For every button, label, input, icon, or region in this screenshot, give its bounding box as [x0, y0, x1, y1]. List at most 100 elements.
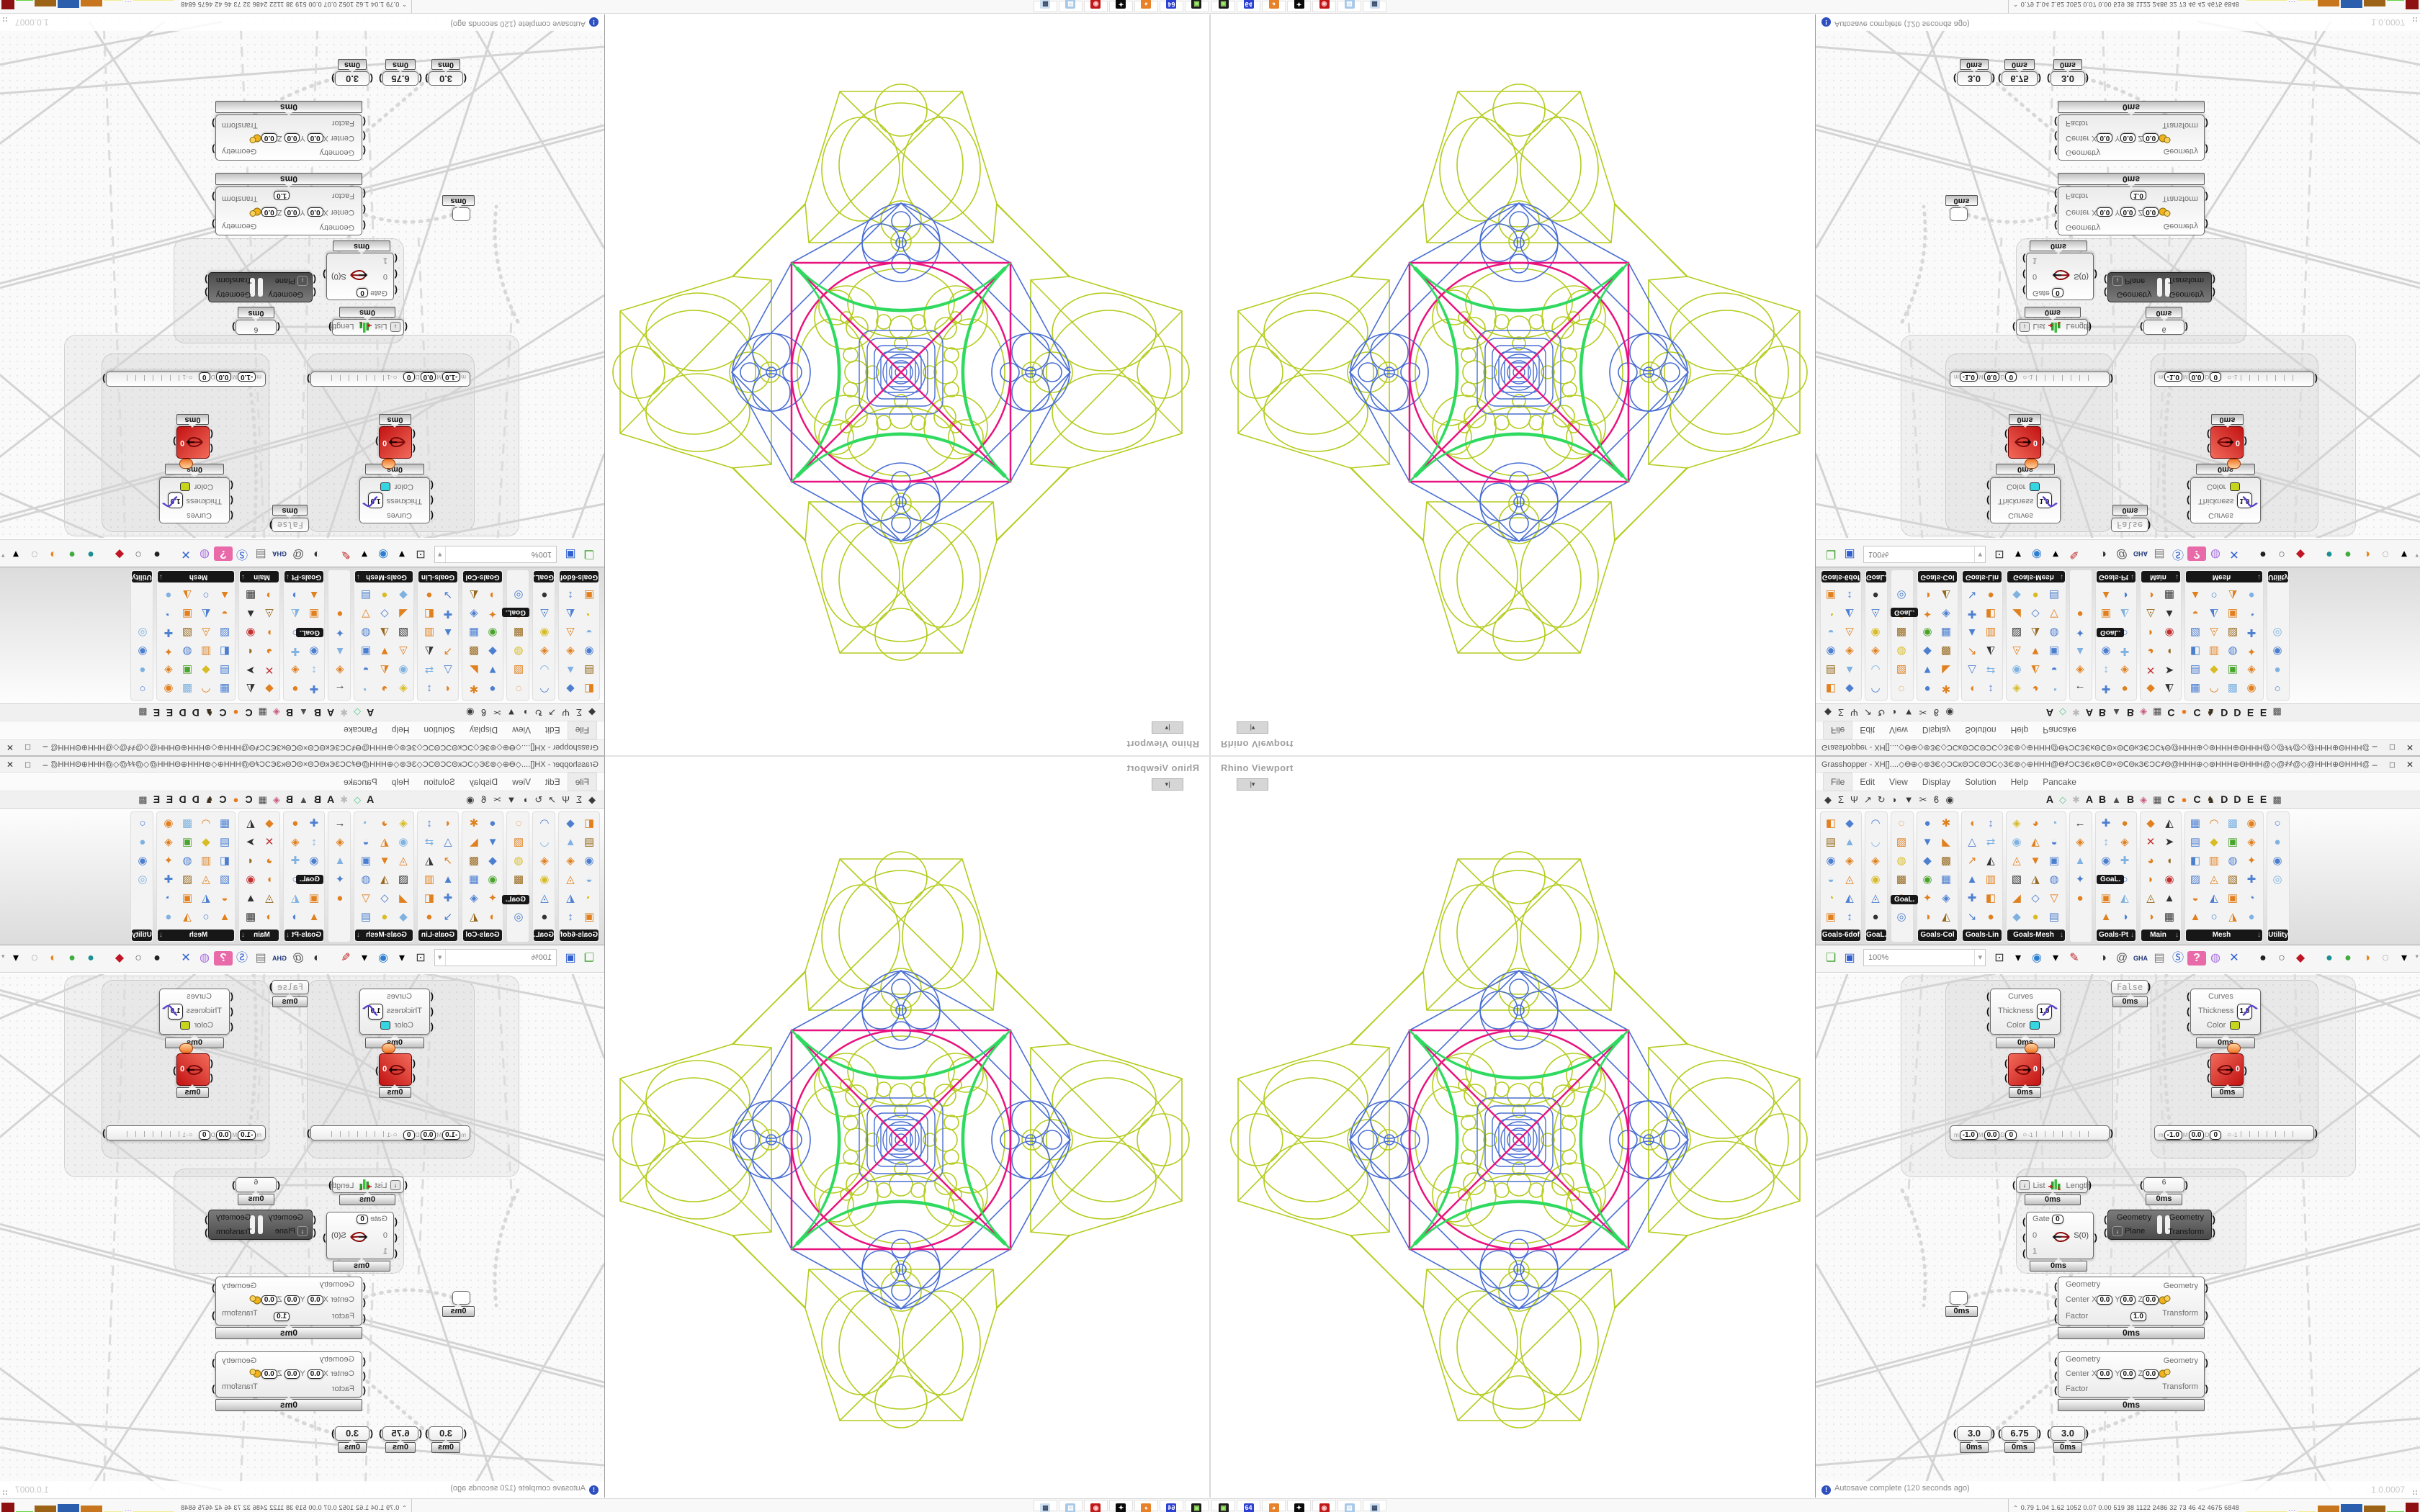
- palette-icon[interactable]: ◉: [2246, 683, 2257, 695]
- input-port[interactable]: (: [230, 991, 233, 1002]
- slider-min[interactable]: -1.0: [2164, 1130, 2182, 1140]
- palette-icon[interactable]: ◭: [2165, 683, 2174, 695]
- palette-icon[interactable]: ●: [541, 910, 548, 923]
- zoom-extents-icon[interactable]: ⊡: [1994, 952, 2004, 964]
- zoom-level-combo[interactable]: 100% ▾: [1863, 546, 1986, 563]
- palette-icon[interactable]: ◬: [2012, 645, 2021, 657]
- palette-icon[interactable]: ✚: [2120, 645, 2130, 657]
- input-port[interactable]: (: [1953, 1428, 1957, 1439]
- toolbar-overflow-icon[interactable]: ▾: [2415, 953, 2419, 960]
- download-icon[interactable]: ↓: [390, 322, 400, 333]
- palette-icon[interactable]: ◡: [1870, 664, 1881, 676]
- palette-icon[interactable]: ✱: [469, 683, 479, 695]
- custom-preview-node[interactable]: ( ( ( Curves Thickness1.0 Color: [159, 477, 233, 523]
- palette-icon[interactable]: ✦: [2246, 855, 2257, 867]
- palette-icon[interactable]: ◉: [246, 626, 256, 639]
- output-port[interactable]: ): [2184, 1179, 2188, 1190]
- preview-eye-icon[interactable]: ◉: [2032, 952, 2042, 964]
- palette-icon[interactable]: ◬: [1845, 873, 1854, 886]
- palette-icon[interactable]: ⇄: [424, 664, 434, 676]
- center-z[interactable]: 0.0: [261, 1369, 277, 1379]
- category-tab[interactable]: C: [219, 707, 227, 719]
- input-port[interactable]: (: [362, 220, 366, 231]
- maximize-button[interactable]: □: [2389, 760, 2396, 770]
- input-port[interactable]: (: [362, 204, 366, 215]
- palette-icon[interactable]: ◈: [2247, 664, 2256, 676]
- menu-edit[interactable]: Edit: [1860, 725, 1876, 735]
- maximize-button[interactable]: □: [24, 742, 31, 752]
- taskbar-notepad-icon[interactable]: ▤: [1059, 1500, 1083, 1512]
- palette-icon[interactable]: ◧: [219, 855, 230, 867]
- bean-light-icon[interactable]: ○: [135, 548, 142, 560]
- slider-knob[interactable]: ○: [393, 373, 398, 381]
- palette-icon[interactable]: ◔: [2248, 608, 2255, 621]
- palette-icon[interactable]: ▣: [182, 664, 193, 676]
- input-port[interactable]: (: [230, 510, 233, 521]
- palette-icon[interactable]: ✚: [2120, 855, 2130, 867]
- category-tab[interactable]: Ψ: [562, 707, 570, 718]
- palette-icon[interactable]: ◉: [138, 855, 148, 867]
- palette-icon[interactable]: ◉: [2101, 855, 2111, 867]
- input-port[interactable]: (: [2104, 287, 2107, 298]
- output-port[interactable]: ): [307, 374, 310, 384]
- category-tab[interactable]: ●: [2181, 794, 2187, 805]
- capture-icon[interactable]: ▤: [255, 952, 266, 964]
- category-tab[interactable]: ▼: [506, 707, 516, 718]
- maximize-button[interactable]: □: [2389, 742, 2396, 752]
- list-length-node[interactable]: ( ↓ List L Length ): [328, 1176, 408, 1193]
- palette-icon[interactable]: ◍: [361, 873, 371, 886]
- palette-icon[interactable]: ▣: [360, 855, 372, 867]
- palette-icon[interactable]: ●: [2274, 664, 2281, 677]
- palette-icon[interactable]: ◭: [202, 608, 210, 620]
- palette-icon[interactable]: ▲: [2074, 854, 2086, 867]
- palette-group-label[interactable]: Goals-Lin: [1963, 930, 2002, 941]
- palette-icon[interactable]: ✚: [309, 683, 319, 695]
- palette-icon[interactable]: ✦: [488, 608, 498, 620]
- palette-icon[interactable]: ➤: [2164, 836, 2174, 848]
- category-tab[interactable]: ✱: [2071, 794, 2080, 805]
- palette-icon[interactable]: ▤: [219, 664, 230, 676]
- stream-gate-error[interactable]: ( ( ) 0: [375, 1053, 416, 1086]
- palette-icon[interactable]: ○: [202, 589, 210, 602]
- resize-grip[interactable]: [2412, 17, 2418, 22]
- category-tab[interactable]: ↗: [1863, 707, 1872, 718]
- palette-icon[interactable]: ▣: [1825, 911, 1837, 923]
- palette-icon[interactable]: ◆: [399, 589, 408, 601]
- palette-icon[interactable]: ◆: [488, 645, 497, 657]
- output-port[interactable]: ): [2110, 374, 2113, 384]
- number-slider[interactable]: (3.0): [331, 1426, 373, 1441]
- taskbar-floppy-64-icon[interactable]: 64: [1237, 0, 1260, 12]
- gem-red-icon[interactable]: ◆: [2295, 952, 2305, 964]
- palette-icon[interactable]: △: [444, 836, 452, 848]
- category-tab[interactable]: Σ: [575, 707, 583, 718]
- input-port[interactable]: (: [2207, 1072, 2210, 1083]
- save-file-icon[interactable]: ▣: [565, 548, 576, 560]
- taskbar-emulator-icon[interactable]: ▣: [1211, 1500, 1235, 1512]
- palette-icon[interactable]: ◔: [362, 816, 369, 829]
- slider-min[interactable]: -1.0: [442, 1130, 461, 1140]
- palette-icon[interactable]: ◔: [2248, 891, 2255, 904]
- input-port[interactable]: (: [2187, 1006, 2190, 1017]
- palette-icon[interactable]: ▩: [513, 873, 524, 886]
- palette-icon[interactable]: ◭: [1986, 645, 1995, 657]
- palette-icon[interactable]: ▲: [2164, 891, 2175, 904]
- palette-icon[interactable]: ▲: [2074, 645, 2086, 658]
- input-port[interactable]: (: [2054, 131, 2058, 142]
- menu-help[interactable]: Help: [2010, 777, 2029, 787]
- palette-group-label[interactable]: Main ↓: [240, 571, 279, 582]
- dropdown-arrow-icon[interactable]: ↓: [241, 931, 245, 939]
- slider-min[interactable]: -1.0: [442, 372, 461, 382]
- help-box-icon[interactable]: ?: [2187, 546, 2206, 561]
- slider-max[interactable]: 0.0: [2188, 372, 2205, 382]
- category-tab[interactable]: ϐ: [1933, 794, 1940, 805]
- palette-icon[interactable]: ◇: [380, 892, 389, 904]
- finder-icon[interactable]: Ⓢ: [236, 548, 248, 560]
- input-port[interactable]: (: [362, 189, 366, 199]
- palette-icon[interactable]: ●: [489, 816, 496, 829]
- chevron-up-icon[interactable]: ⌃: [402, 1, 407, 7]
- slider-digits[interactable]: 0: [2210, 372, 2222, 382]
- output-port[interactable]: ): [425, 1428, 429, 1439]
- category-tab[interactable]: ▩: [138, 707, 148, 718]
